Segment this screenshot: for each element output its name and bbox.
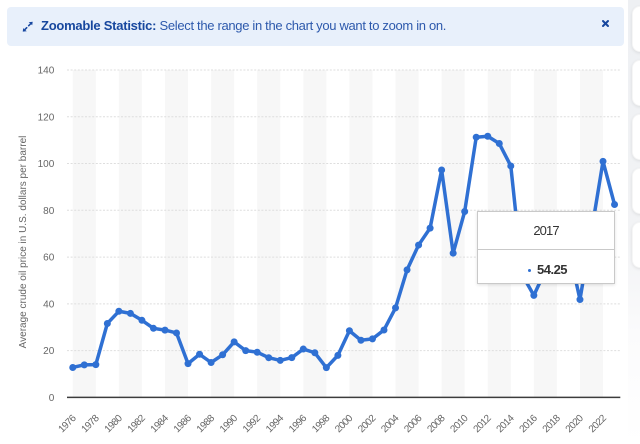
svg-text:2014: 2014 (495, 413, 518, 436)
svg-text:0: 0 (49, 393, 55, 404)
svg-text:120: 120 (38, 112, 55, 123)
svg-text:140: 140 (38, 66, 55, 77)
svg-text:2020: 2020 (564, 413, 587, 436)
svg-text:2004: 2004 (379, 413, 402, 436)
svg-text:1980: 1980 (103, 413, 126, 436)
svg-text:100: 100 (38, 159, 55, 170)
svg-text:60: 60 (43, 253, 55, 264)
svg-text:2002: 2002 (356, 413, 379, 436)
svg-text:2012: 2012 (472, 413, 495, 436)
svg-text:1986: 1986 (172, 413, 195, 436)
svg-text:2006: 2006 (402, 413, 425, 436)
svg-text:20: 20 (43, 346, 55, 357)
svg-text:40: 40 (43, 299, 55, 310)
svg-text:1984: 1984 (149, 413, 172, 436)
svg-text:Average crude oil price in U.S: Average crude oil price in U.S. dollars … (18, 136, 29, 349)
svg-text:1978: 1978 (80, 413, 103, 436)
svg-text:1998: 1998 (310, 413, 333, 436)
svg-text:1988: 1988 (195, 413, 218, 436)
svg-text:80: 80 (43, 206, 55, 217)
svg-text:2016: 2016 (518, 413, 541, 436)
svg-text:2008: 2008 (425, 413, 448, 436)
svg-text:1990: 1990 (218, 413, 241, 436)
svg-text:1976: 1976 (57, 413, 80, 436)
svg-text:1982: 1982 (126, 413, 149, 436)
svg-text:1994: 1994 (264, 413, 287, 436)
svg-text:2000: 2000 (333, 413, 356, 436)
svg-text:2018: 2018 (541, 413, 564, 436)
svg-text:1996: 1996 (287, 413, 310, 436)
svg-text:1992: 1992 (241, 413, 264, 436)
svg-text:2010: 2010 (448, 413, 471, 436)
svg-text:2022: 2022 (587, 413, 610, 436)
